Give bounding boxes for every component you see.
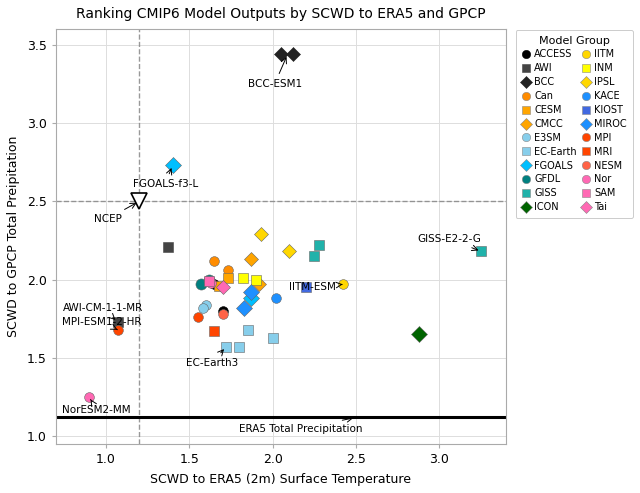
Legend: ACCESS, AWI, BCC, Can, CESM, CMCC, E3SM, EC-Earth, FGOALS, GFDL, GISS, ICON, IIT: ACCESS, AWI, BCC, Can, CESM, CMCC, E3SM,… — [516, 30, 632, 218]
Text: NorESM2-MM: NorESM2-MM — [63, 399, 131, 415]
Text: ERA5 Total Precipitation: ERA5 Total Precipitation — [239, 417, 363, 433]
Text: GISS-E2-2-G: GISS-E2-2-G — [418, 234, 482, 250]
Text: AWI-CM-1-1-MR: AWI-CM-1-1-MR — [63, 303, 143, 319]
X-axis label: SCWD to ERA5 (2m) Surface Temperature: SCWD to ERA5 (2m) Surface Temperature — [150, 473, 412, 486]
Text: IITM-ESM: IITM-ESM — [289, 282, 342, 292]
Title: Ranking CMIP6 Model Outputs by SCWD to ERA5 and GPCP: Ranking CMIP6 Model Outputs by SCWD to E… — [76, 7, 486, 21]
Text: BCC-ESM1: BCC-ESM1 — [248, 58, 301, 89]
Text: FGOALS-f3-L: FGOALS-f3-L — [132, 169, 198, 189]
Text: MPI-ESM1-2-HR: MPI-ESM1-2-HR — [63, 317, 142, 330]
Text: EC-Earth3: EC-Earth3 — [186, 350, 238, 368]
Y-axis label: SCWD to GPCP Total Preipitation: SCWD to GPCP Total Preipitation — [7, 136, 20, 337]
Text: NCEP: NCEP — [94, 203, 136, 223]
